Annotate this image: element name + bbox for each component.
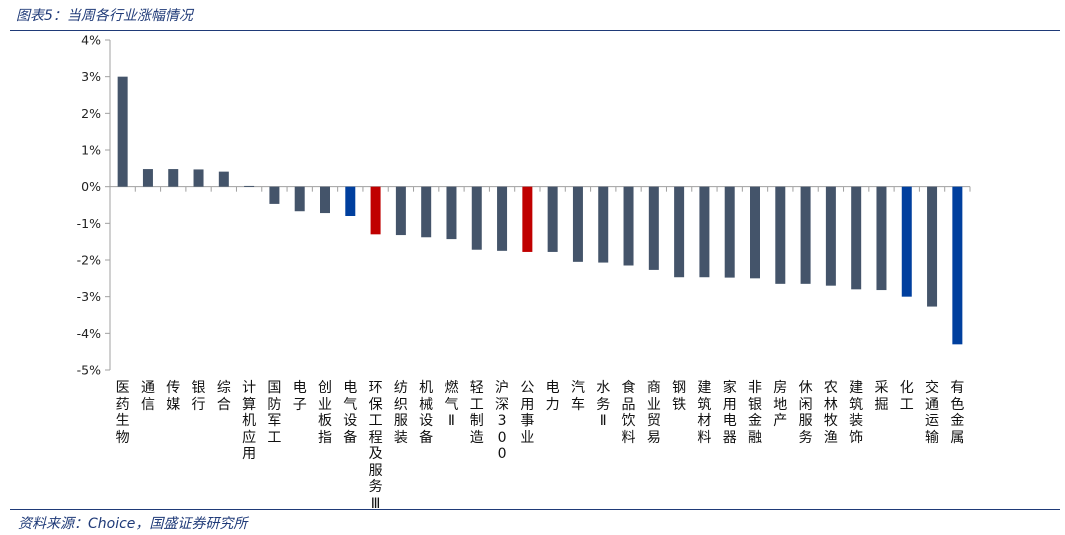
category-label: 综合 [216,380,231,413]
bar-8 [294,186,305,212]
category-label: 公用事业 [520,380,535,446]
bar-24 [699,186,710,278]
bar-18 [547,186,558,252]
category-label: 休闲服务 [798,380,813,446]
bar-9 [320,186,330,214]
bar-4 [193,169,204,187]
category-label: 房地产 [773,380,788,429]
category-label: 创业板指 [318,380,332,446]
bar-27 [775,186,786,284]
category-label: 采掘 [874,380,889,413]
bar-3 [168,169,179,187]
category-label: 交通运输 [925,380,940,446]
category-label: 建筑装饰 [849,380,864,446]
category-label: 燃气Ⅱ [444,380,459,429]
bar-16 [497,186,508,251]
category-label: 电力 [545,380,560,413]
bar-22 [648,186,659,270]
y-axis-tick-labels: 4% 3% 2% 1% 0% -1% -2% -3% -4% -5% [77,33,101,378]
bar-31 [876,186,887,291]
category-label: 食品饮料 [621,380,636,446]
bar-29 [825,186,836,286]
y-tick-label: -5% [77,363,101,378]
category-label: 化工 [899,380,914,413]
bar-2 [142,169,153,187]
y-tick-label: 2% [81,106,101,121]
y-tick-label: -4% [77,326,101,341]
chart-bars [117,76,963,345]
y-tick-label: -3% [77,289,101,304]
bar-28 [800,186,811,284]
bar-10 [345,186,356,216]
y-tick-label: 4% [81,33,101,48]
chart-axes [105,39,971,371]
category-label: 有色金属 [950,380,965,446]
bar-13 [421,186,432,238]
bar-30 [851,186,862,290]
category-label: 机械设备 [419,380,434,446]
category-label: 汽车 [570,380,585,413]
bar-21 [623,186,634,266]
bar-20 [598,186,609,263]
top-divider [10,30,1060,31]
bar-1 [117,76,128,187]
bar-25 [724,186,735,278]
source-note: 资料来源：Choice，国盛证券研究所 [18,516,248,532]
bar-11 [370,186,381,235]
y-tick-label: -1% [77,216,101,231]
category-label: 纺织服装 [393,380,408,446]
category-label: 家用电器 [722,380,737,446]
bar-26 [750,186,760,279]
category-label: 国防军工 [267,380,282,446]
y-tick-label: 1% [81,143,101,158]
category-label: 建筑材料 [697,380,712,446]
bar-14 [446,186,457,240]
y-tick-label: -2% [77,253,101,268]
category-label: 计算机应用 [242,380,257,462]
category-label: 商业贸易 [646,380,661,446]
category-label: 银行 [191,380,206,413]
figure-title: 图表5：当周各行业涨幅情况 [16,8,193,24]
bar-chart: 4% 3% 2% 1% 0% -1% -2% -3% -4% -5% [77,33,971,378]
bar-15 [471,186,482,250]
category-label: 环保工程及服务Ⅲ [368,380,383,512]
bar-12 [395,186,406,236]
bar-34 [952,186,963,345]
y-tick-label: 3% [81,69,101,84]
bar-17 [522,186,533,252]
bar-32 [901,186,912,297]
category-label: 农林牧渔 [823,380,838,446]
category-label: 通信 [140,380,155,413]
bar-33 [927,186,938,307]
bar-19 [572,186,583,262]
bar-23 [674,186,685,278]
bottom-divider [10,509,1060,510]
category-label: 钢铁 [672,380,687,413]
category-label: 电子 [292,380,307,413]
category-label: 沪深300 [495,380,510,462]
category-label: 传媒 [166,380,181,413]
y-tick-label: 0% [81,179,101,194]
category-label: 非银金融 [748,380,762,446]
bar-5 [218,171,229,187]
category-label: 电气设备 [343,380,358,446]
category-label: 轻工制造 [469,380,484,446]
bar-6 [244,185,255,187]
category-label: 医药生物 [115,380,130,446]
bar-7 [269,186,280,204]
category-label: 水务Ⅱ [596,380,611,429]
